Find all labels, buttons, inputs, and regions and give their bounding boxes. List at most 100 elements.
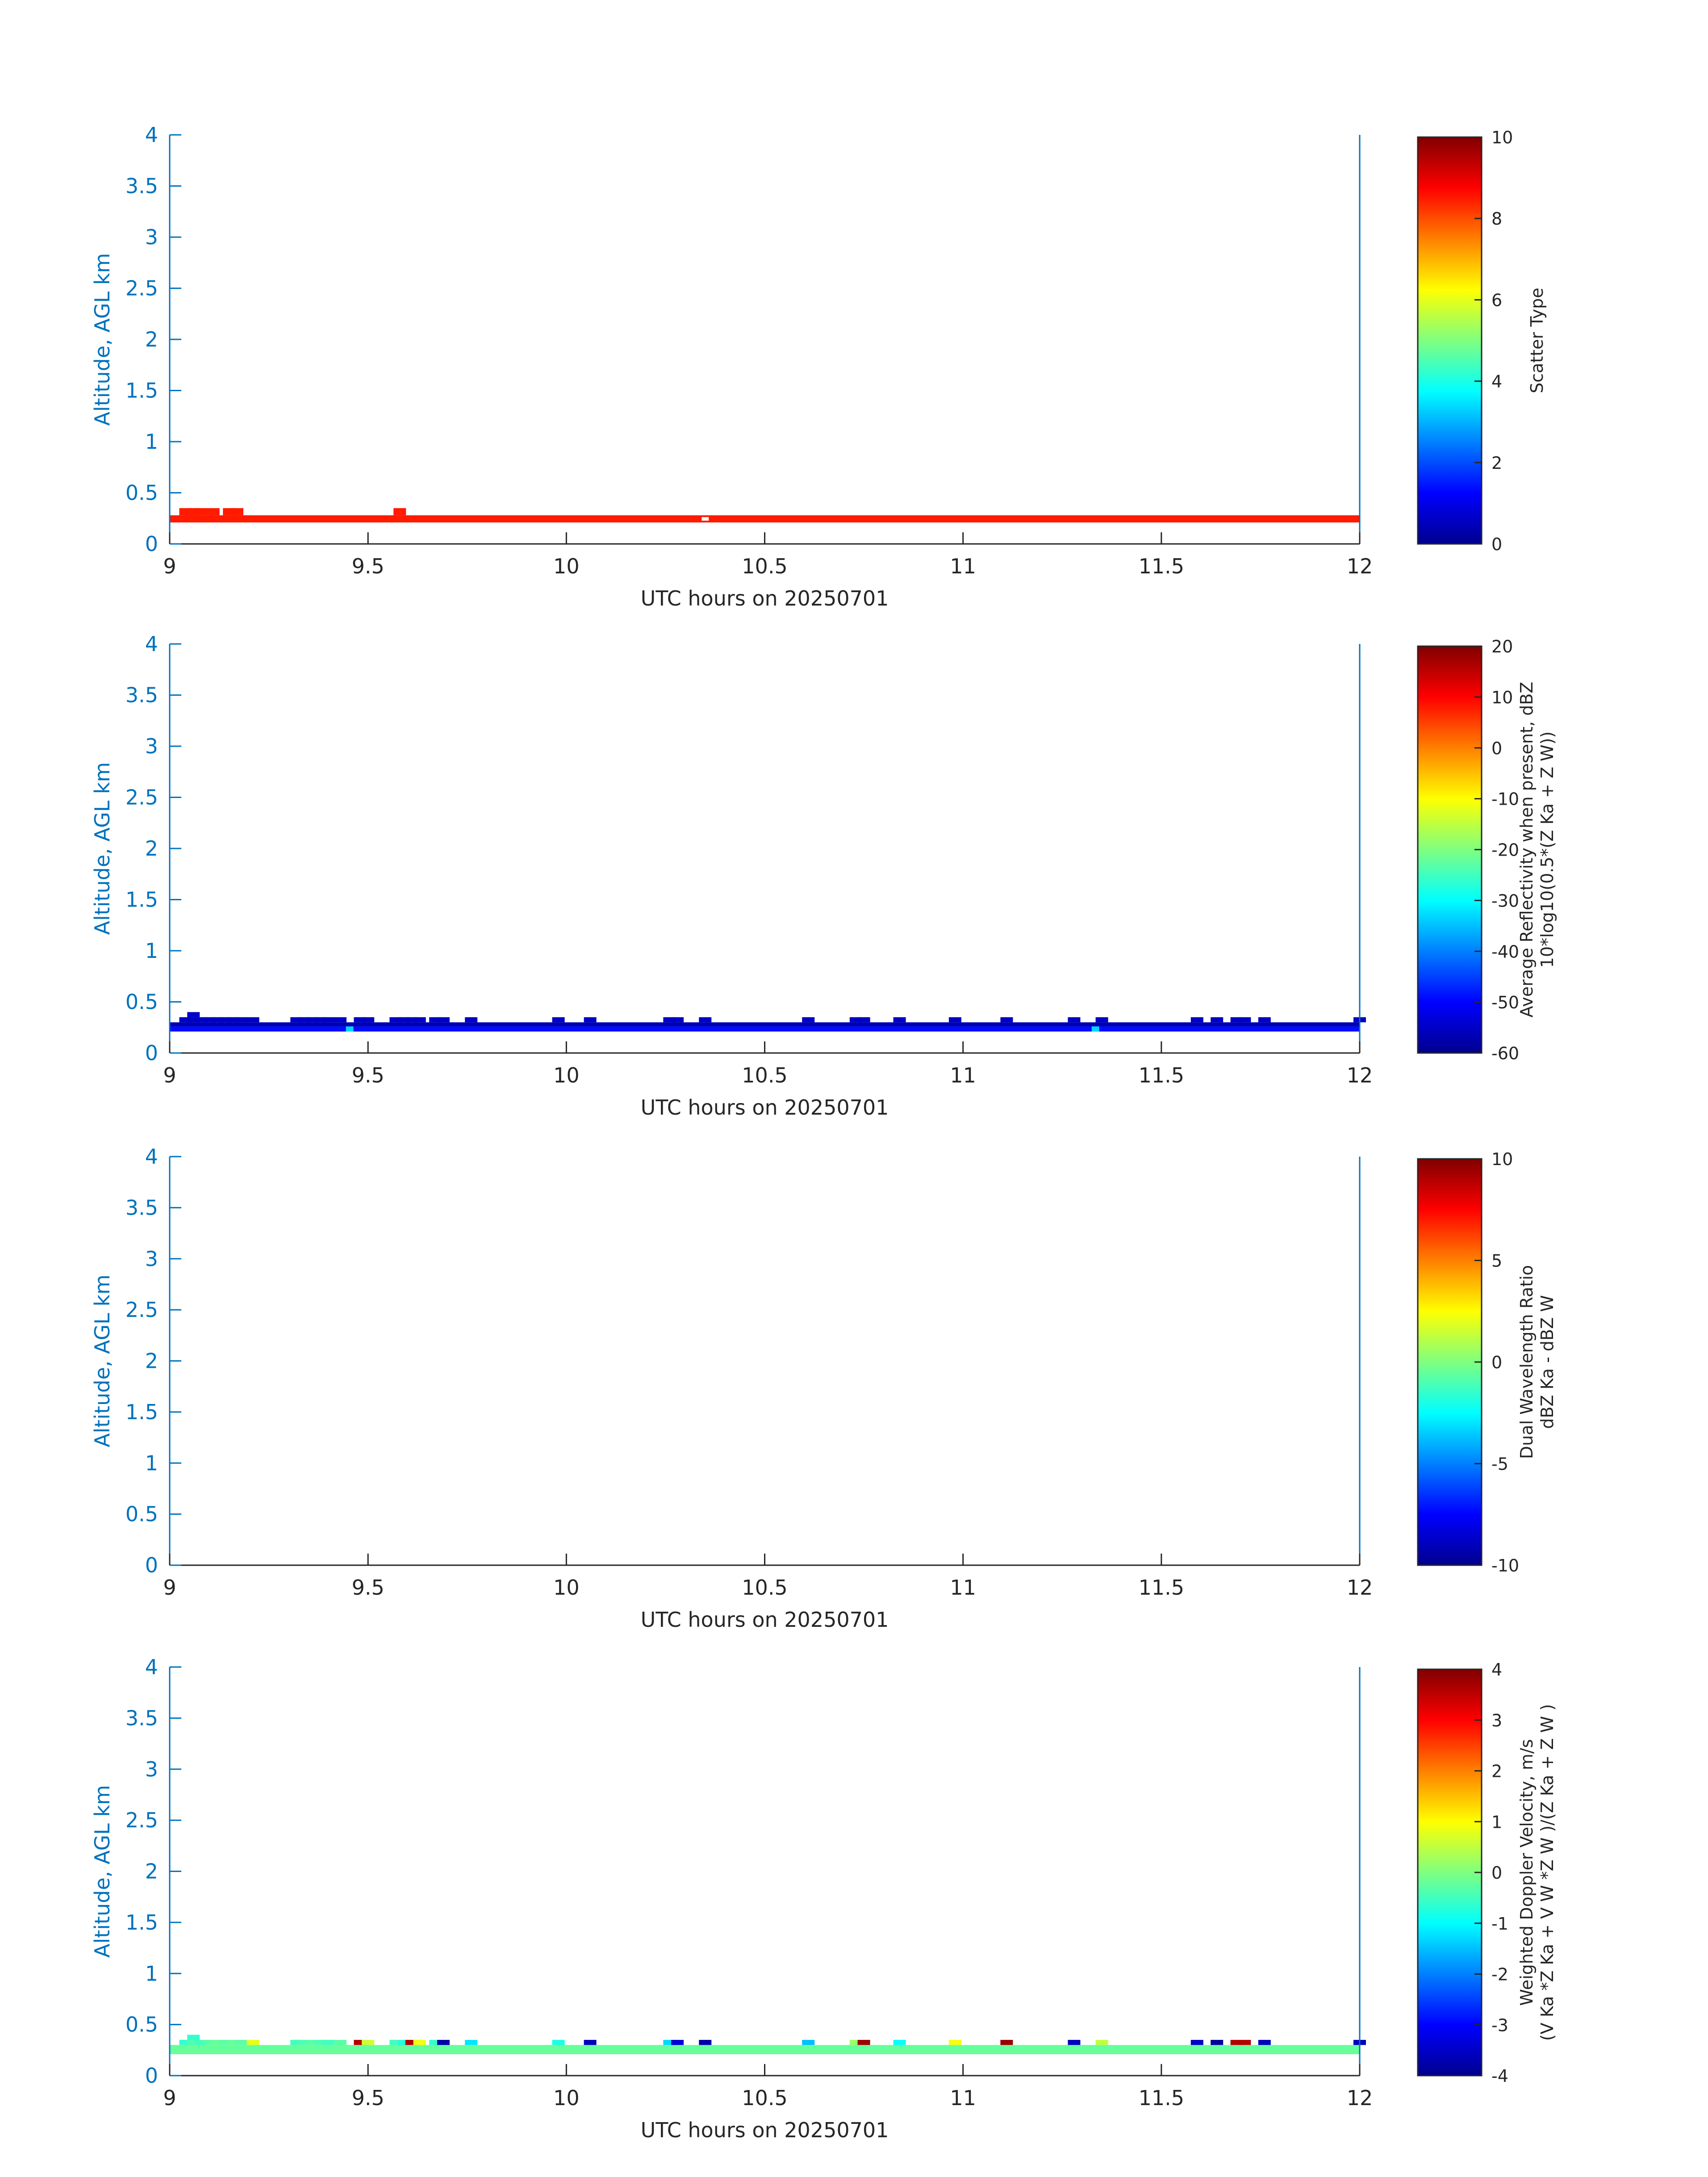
y-tick-label: 2.5 xyxy=(125,1808,158,1832)
y-tick-label: 1 xyxy=(145,430,158,454)
heatmap-cell xyxy=(219,1017,232,1023)
colorbar-tick-label: 0 xyxy=(1491,1353,1502,1372)
y-tick-label: 2 xyxy=(145,1349,158,1373)
x-tick-label: 11.5 xyxy=(1139,2086,1184,2110)
heatmap-cell xyxy=(429,2039,442,2045)
y-tick-label: 3.5 xyxy=(125,1706,158,1730)
colorbar-tick-label: -3 xyxy=(1491,2015,1508,2035)
heatmap-cell xyxy=(187,1012,200,1017)
heatmap-cell xyxy=(346,1026,354,1032)
y-tick-label: 1.5 xyxy=(125,1910,158,1935)
x-tick-label: 10 xyxy=(553,2086,580,2110)
heatmap-cell xyxy=(195,508,208,515)
x-tick-label: 11.5 xyxy=(1139,554,1184,578)
x-tick-label: 12 xyxy=(1347,1575,1373,1600)
y-tick-label: 2.5 xyxy=(125,276,158,301)
heatmap-cell xyxy=(290,2039,303,2045)
colorbar-label: Weighted Doppler Velocity, m/s xyxy=(1517,1739,1537,2006)
colorbar-label: dBZ Ka - dBZ W xyxy=(1537,1295,1557,1429)
y-tick-label: 0.5 xyxy=(125,481,158,505)
heatmap-band xyxy=(170,1026,1360,1032)
x-tick-label: 10.5 xyxy=(742,554,787,578)
colorbar-label: (V Ka *Z Ka + V W *Z W )/(Z Ka + Z W ) xyxy=(1537,1704,1557,2041)
heatmap-cell xyxy=(802,1017,815,1023)
heatmap-cell xyxy=(1091,1026,1099,1032)
heatmap-gap xyxy=(702,517,709,521)
x-tick-label: 9 xyxy=(163,1575,176,1600)
heatmap-cell xyxy=(211,2039,224,2045)
heatmap-cell xyxy=(231,508,244,515)
heatmap-cell xyxy=(234,2039,247,2045)
heatmap-cell xyxy=(893,2039,906,2045)
y-tick-label: 3.5 xyxy=(125,1195,158,1220)
y-tick-label: 2 xyxy=(145,327,158,351)
heatmap-cell xyxy=(1211,2039,1224,2045)
heatmap-cell xyxy=(203,2039,216,2045)
y-tick-label: 3 xyxy=(145,225,158,249)
heatmap-cell xyxy=(413,1017,426,1023)
heatmap-cell xyxy=(314,2039,327,2045)
heatmap-cell xyxy=(1190,1017,1203,1023)
heatmap-cell xyxy=(298,1017,311,1023)
heatmap-cell xyxy=(1190,2039,1203,2045)
heatmap-cell xyxy=(1258,1017,1271,1023)
heatmap-cell xyxy=(306,1017,319,1023)
colorbar-tick-label: 8 xyxy=(1491,209,1502,229)
colorbar xyxy=(1417,645,1482,1054)
heatmap-cell xyxy=(219,2039,232,2045)
x-tick-label: 12 xyxy=(1347,2086,1373,2110)
heatmap-cell xyxy=(552,1017,565,1023)
heatmap-cell xyxy=(1238,1017,1251,1023)
y-tick-label: 0 xyxy=(145,1553,158,1577)
colorbar-tick-label: 0 xyxy=(1491,1863,1502,1883)
heatmap-cell xyxy=(429,1017,442,1023)
colorbar-tick-label: 5 xyxy=(1491,1251,1502,1271)
heatmap-cell xyxy=(857,1017,870,1023)
heatmap-cell xyxy=(354,1017,367,1023)
colorbar-tick-label: -10 xyxy=(1491,1556,1519,1575)
y-tick-label: 1.5 xyxy=(125,1400,158,1424)
y-tick-label: 1 xyxy=(145,939,158,963)
colorbar-tick-label: 4 xyxy=(1491,1660,1502,1680)
heatmap-cell xyxy=(405,2039,418,2045)
colorbar-tick-label: 10 xyxy=(1491,128,1513,147)
colorbar xyxy=(1417,136,1482,545)
heatmap-cell xyxy=(699,1017,712,1023)
heatmap-cell xyxy=(1230,2039,1243,2045)
x-tick-label: 11 xyxy=(950,2086,976,2110)
heatmap-cell xyxy=(663,2039,676,2045)
heatmap-cell xyxy=(322,1017,335,1023)
x-axis-label: UTC hours on 20250701 xyxy=(641,1095,889,1120)
x-tick-label: 9.5 xyxy=(352,554,384,578)
y-tick-label: 0 xyxy=(145,1041,158,1065)
y-tick-label: 4 xyxy=(145,1655,158,1679)
x-tick-label: 11 xyxy=(950,554,976,578)
x-tick-label: 12 xyxy=(1347,1063,1373,1087)
heatmap-cell xyxy=(1238,2039,1251,2045)
x-axis-label: UTC hours on 20250701 xyxy=(641,1608,889,1632)
y-tick-label: 3.5 xyxy=(125,174,158,198)
heatmap-cell xyxy=(552,2039,565,2045)
heatmap-cell xyxy=(849,1017,862,1023)
heatmap-cell xyxy=(671,1017,684,1023)
y-tick-label: 2.5 xyxy=(125,786,158,810)
colorbar xyxy=(1417,1668,1482,2077)
x-axis-label: UTC hours on 20250701 xyxy=(641,2118,889,2142)
heatmap-cell xyxy=(195,1017,208,1023)
heatmap-cell xyxy=(362,1017,375,1023)
heatmap-cell xyxy=(207,508,220,515)
colorbar-tick-label: -4 xyxy=(1491,2066,1508,2086)
heatmap-cell xyxy=(465,1017,478,1023)
heatmap-cell xyxy=(849,2039,862,2045)
heatmap-cell xyxy=(397,2039,410,2045)
colorbar-tick-label: -40 xyxy=(1491,942,1519,961)
y-tick-label: 0.5 xyxy=(125,990,158,1014)
heatmap-cell xyxy=(1068,2039,1081,2045)
y-tick-label: 4 xyxy=(145,1145,158,1169)
colorbar-tick-label: 4 xyxy=(1491,372,1502,392)
x-tick-label: 9.5 xyxy=(352,2086,384,2110)
y-tick-label: 3 xyxy=(145,1757,158,1781)
y-tick-label: 4 xyxy=(145,123,158,147)
heatmap-cell xyxy=(465,2039,478,2045)
